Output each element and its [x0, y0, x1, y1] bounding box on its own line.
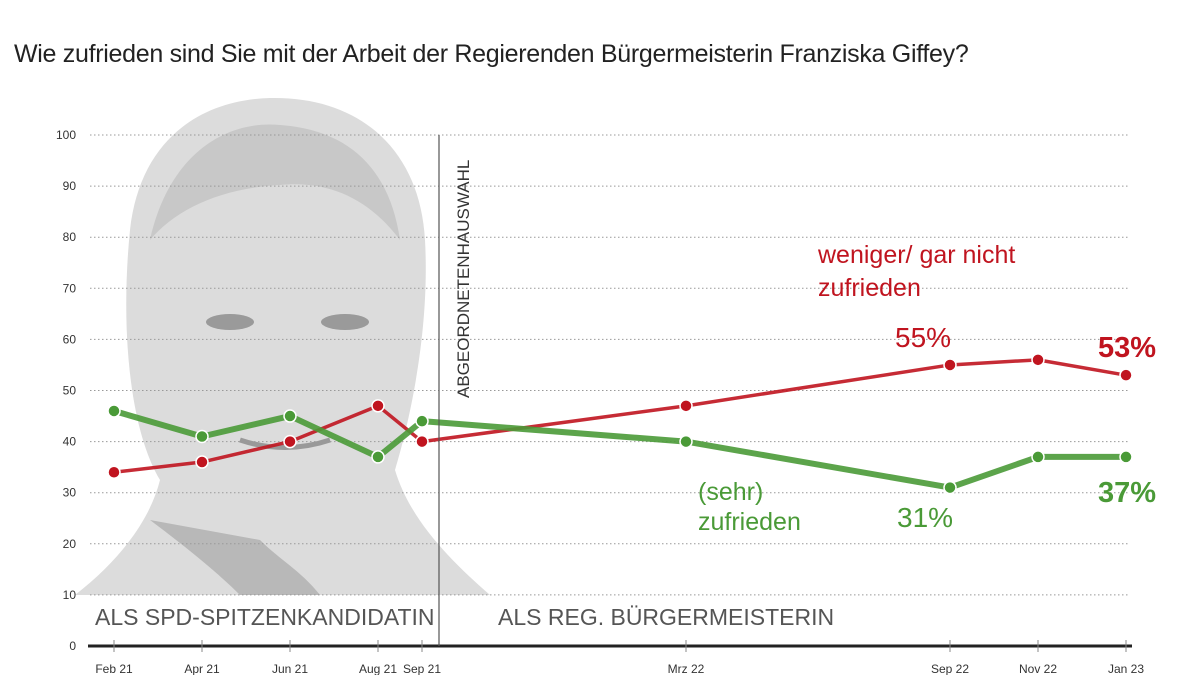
data-point [283, 434, 297, 449]
green-series-label-1: (sehr) [698, 478, 763, 506]
data-label-green-last: 37% [1098, 477, 1156, 509]
period-right-label: ALS REG. BÜRGERMEISTERIN [498, 604, 834, 630]
data-point [679, 434, 693, 449]
data-label-red-last: 53% [1098, 332, 1156, 364]
data-point [1031, 450, 1045, 464]
period-left-label: ALS SPD-SPITZENKANDIDATIN [95, 604, 435, 630]
data-point [283, 409, 297, 423]
data-point [107, 465, 121, 480]
portrait-photo [75, 97, 490, 595]
y-tick-label: 60 [63, 332, 77, 346]
x-tick-label: Sep 21 [403, 662, 441, 675]
data-point [415, 434, 429, 449]
y-tick-label: 70 [63, 281, 77, 295]
y-tick-label: 80 [63, 230, 77, 244]
x-tick-label: Jun 21 [272, 662, 308, 675]
y-tick-label: 50 [63, 384, 77, 398]
data-point [371, 399, 385, 413]
data-label-red-sep22: 55% [895, 322, 951, 353]
data-point [1119, 368, 1133, 382]
data-point [1119, 450, 1133, 464]
y-tick-label: 100 [56, 128, 76, 142]
x-tick-label: Mrz 22 [668, 662, 705, 675]
y-tick-label: 40 [63, 435, 77, 449]
data-point [943, 480, 957, 495]
data-point [415, 414, 429, 428]
chart-subtitle: Wie zufrieden sind Sie mit der Arbeit de… [14, 40, 969, 68]
x-tick-label: Feb 21 [95, 662, 133, 675]
event-label: ABGEORDNETENHAUSWAHL [454, 160, 473, 398]
data-point [195, 429, 209, 444]
data-point [943, 358, 957, 372]
data-point [1031, 353, 1045, 367]
y-tick-label: 30 [63, 486, 77, 500]
x-tick-label: Aug 21 [359, 662, 397, 675]
x-tick-label: Apr 21 [184, 662, 220, 675]
x-tick-label: Nov 22 [1019, 662, 1057, 675]
data-label-green-sep22: 31% [897, 502, 953, 533]
data-point [195, 455, 209, 469]
x-tick-label: Sep 22 [931, 662, 969, 675]
data-point [107, 404, 121, 418]
red-series-label-1: weniger/ gar nicht [817, 241, 1015, 269]
red-series-label-2: zufrieden [818, 274, 921, 302]
y-tick-label: 20 [63, 537, 77, 551]
green-series-label-2: zufrieden [698, 508, 801, 536]
data-point [679, 399, 693, 413]
x-tick-label: Jan 23 [1108, 662, 1144, 675]
y-tick-label: 10 [63, 588, 77, 602]
data-point [371, 450, 385, 464]
y-tick-label: 90 [63, 179, 77, 193]
y-tick-label: 0 [69, 639, 76, 653]
